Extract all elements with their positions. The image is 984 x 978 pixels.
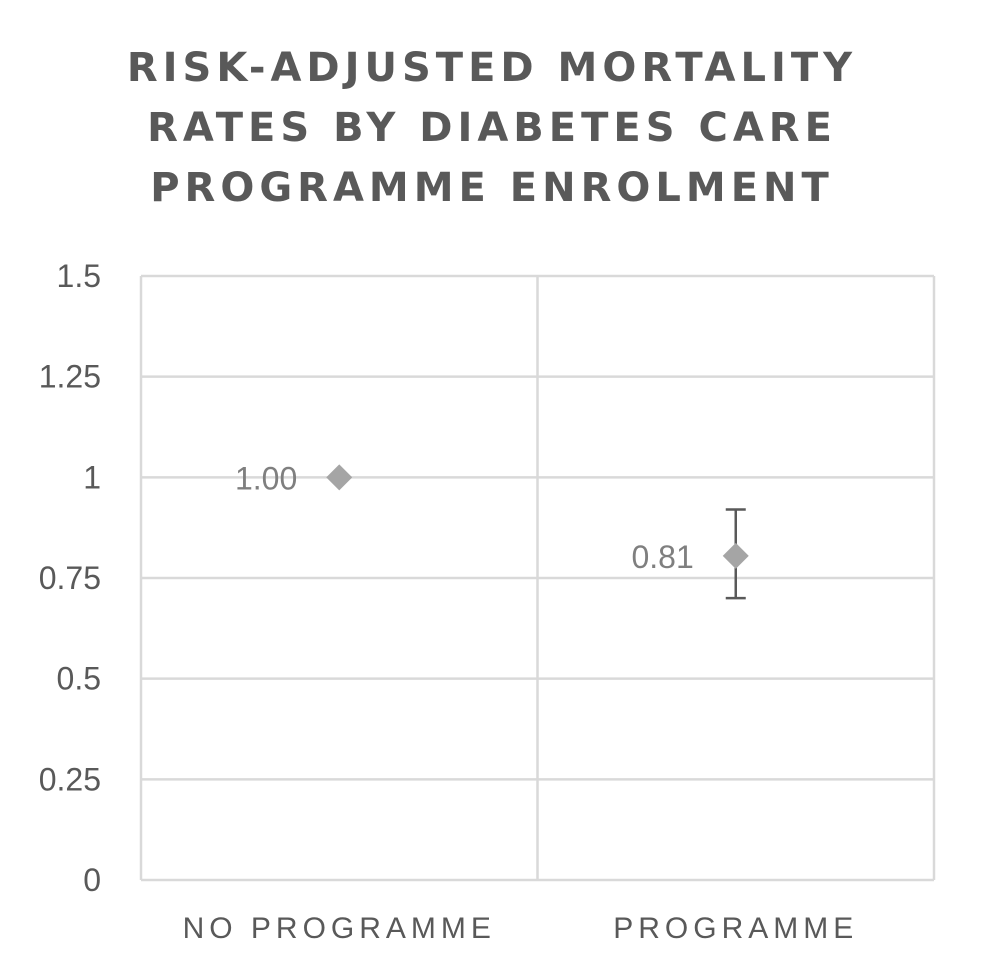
y-tick-label: 0.5 [57, 661, 101, 697]
chart-title-line-3: PROGRAMME ENROLMENT [150, 165, 834, 211]
chart-title-line-2: RATES BY DIABETES CARE [147, 105, 837, 151]
y-tick-label: 0.25 [39, 761, 101, 797]
y-tick-label: 1 [83, 459, 101, 495]
data-label: 1.00 [235, 460, 297, 496]
data-label: 0.81 [631, 539, 693, 575]
y-tick-label: 0.75 [39, 560, 101, 596]
chart-title: RISK-ADJUSTED MORTALITY RATES BY DIABETE… [90, 38, 894, 218]
chart-title-line-1: RISK-ADJUSTED MORTALITY [126, 45, 858, 91]
y-tick-label: 0 [83, 862, 101, 898]
x-category-label: NO PROGRAMME [183, 912, 496, 945]
data-point-marker [722, 542, 749, 569]
data-point-marker [326, 464, 353, 491]
y-tick-label: 1.25 [39, 359, 101, 395]
x-category-label: PROGRAMME [613, 912, 858, 945]
y-tick-label: 1.5 [57, 258, 101, 294]
